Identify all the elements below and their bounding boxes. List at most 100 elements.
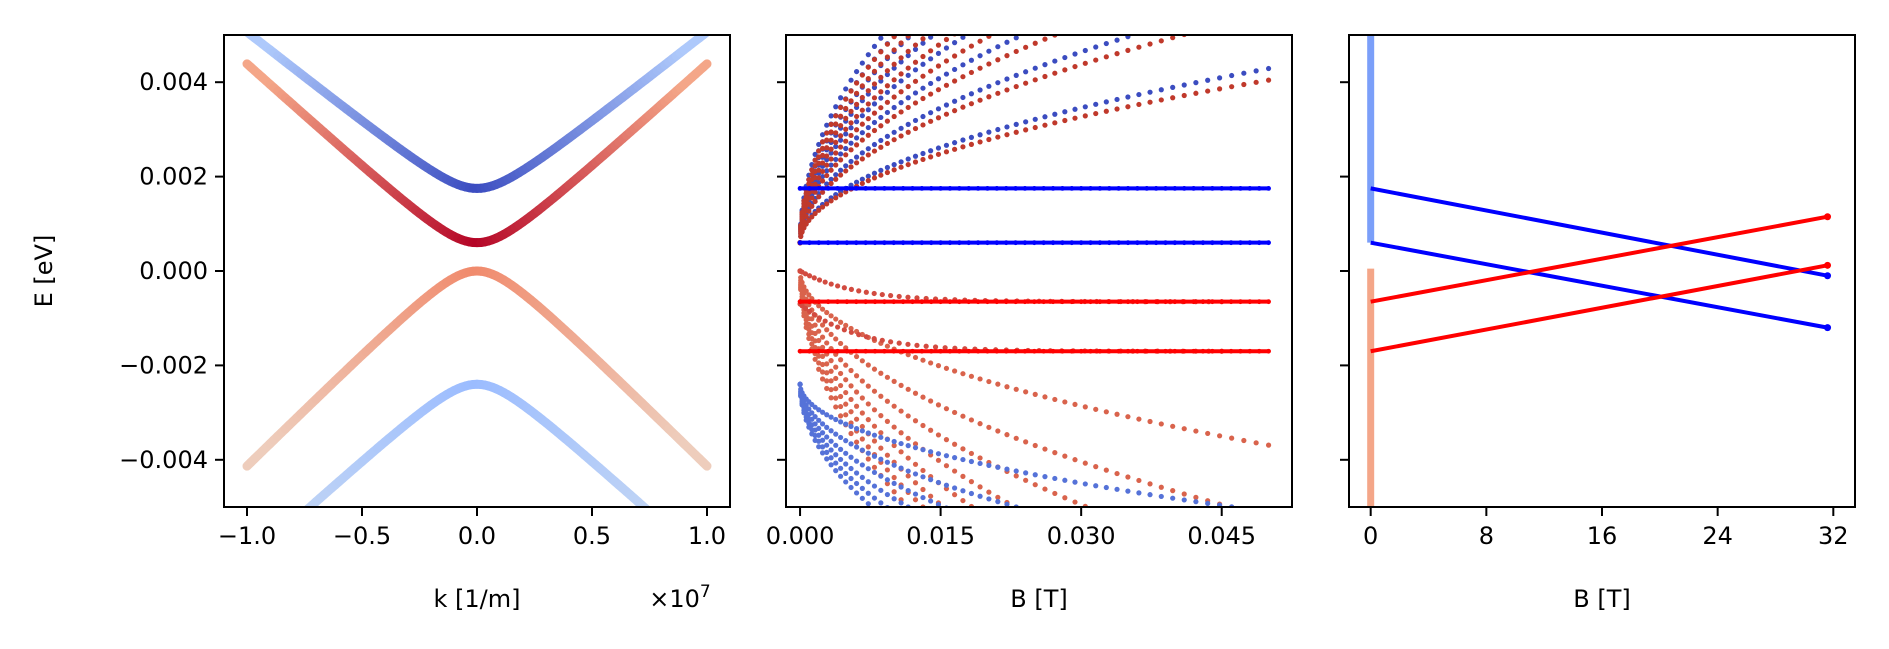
landau-fan-point (1136, 101, 1142, 108)
landau-fan-point (853, 426, 860, 432)
flat-level-point (994, 299, 1000, 305)
landau-fan-point (977, 376, 983, 382)
landau-fan-point (1062, 453, 1068, 459)
landau-fan-point (884, 54, 891, 60)
landau-fan-point (865, 450, 871, 456)
landau-fan-point (1072, 479, 1078, 485)
landau-fan-point (920, 73, 926, 79)
landau-fan-point (1114, 411, 1120, 417)
y-tick-label: 0.002 (139, 163, 208, 191)
landau-fan-point (1103, 467, 1109, 473)
landau-fan-point (898, 500, 904, 506)
landau-fan-point (905, 156, 911, 162)
landau-fan-point (843, 377, 849, 383)
landau-fan-point (920, 394, 926, 400)
landau-fan-point (871, 388, 878, 394)
flat-level-point (975, 348, 981, 354)
landau-fan-point (905, 455, 911, 461)
landau-fan-point (943, 58, 950, 64)
landau-fan-point (1062, 117, 1068, 124)
high-field-level-endpoint (1824, 324, 1832, 332)
x-tick-label: 0 (1363, 522, 1378, 550)
landau-fan-point (1181, 92, 1187, 99)
landau-fan-point (952, 441, 958, 447)
landau-fan-point (891, 442, 897, 449)
flat-level-point (1060, 299, 1065, 305)
x-tick-label: 1.0 (688, 522, 726, 550)
flat-level-point (1050, 186, 1056, 191)
landau-fan-point (1158, 97, 1164, 103)
landau-fan-point (871, 495, 878, 501)
landau-fan-point (977, 460, 983, 467)
landau-fan-point (824, 442, 830, 448)
landau-fan-point (824, 130, 830, 136)
x-tick-label: 0.0 (458, 522, 496, 550)
landau-fan-point (848, 140, 854, 146)
landau-fan-point (928, 154, 934, 160)
flat-level-point (1134, 348, 1140, 354)
landau-fan-point (977, 455, 983, 461)
landau-fan-point (828, 395, 834, 401)
landau-fan-point (960, 473, 966, 479)
flat-level-point (1078, 240, 1084, 246)
landau-fan-point (1052, 58, 1058, 64)
dispersion-band-segment (278, 532, 282, 535)
flat-level-point (891, 186, 897, 191)
landau-fan-point (1042, 474, 1048, 480)
landau-fan-point (1013, 386, 1019, 392)
landau-fan-point (935, 145, 942, 151)
landau-fan-point (884, 343, 891, 349)
landau-fan-point (1062, 477, 1068, 483)
flat-level-point (900, 299, 906, 305)
landau-fan-point (843, 421, 849, 427)
landau-fan-point (952, 368, 958, 374)
landau-fan-point (898, 71, 904, 77)
landau-fan-point (871, 68, 878, 74)
landau-fan-point (952, 53, 958, 59)
landau-fan-point (859, 428, 865, 434)
flat-level-point (910, 240, 915, 246)
landau-fan-point (905, 65, 911, 71)
landau-fan-point (859, 60, 865, 66)
flat-level-point (1247, 186, 1253, 191)
landau-fan-point (943, 406, 950, 412)
landau-fan-point (828, 180, 834, 187)
landau-fan-point (928, 91, 934, 97)
dispersion-band-segment (699, 556, 703, 559)
flat-level-point (1200, 299, 1206, 305)
landau-fan-point (905, 352, 911, 358)
landau-fan-point (848, 430, 854, 437)
landau-fan-point (843, 470, 849, 477)
landau-fan-point (859, 410, 865, 416)
dispersion-band-segment (653, 515, 657, 518)
flat-level-point (1078, 348, 1084, 354)
landau-fan-point (912, 78, 919, 84)
landau-fan-point (878, 172, 884, 178)
landau-fan-point (1004, 87, 1010, 93)
landau-fan-point (809, 431, 815, 437)
landau-fan-point (816, 148, 822, 154)
flat-level-point (1069, 186, 1075, 191)
landau-fan-point (1193, 499, 1199, 505)
landau-fan-point (843, 450, 849, 456)
decaying-branch-point (914, 342, 920, 348)
landau-fan-point (848, 383, 854, 389)
landau-fan-point (871, 483, 878, 489)
landau-fan-point (1241, 437, 1247, 444)
landau-fan-point (843, 362, 849, 368)
landau-fan-point (1170, 95, 1176, 101)
flat-level-point (1238, 240, 1243, 246)
landau-fan-point (1042, 446, 1048, 452)
landau-fan-point (828, 176, 834, 182)
landau-fan-point (977, 65, 983, 71)
landau-fan-point (824, 370, 830, 376)
landau-fan-point (1004, 501, 1010, 507)
landau-fan-point (891, 83, 897, 90)
landau-fan-point (853, 416, 860, 422)
landau-fan-point (833, 336, 839, 342)
landau-fan-point (1125, 94, 1131, 100)
decaying-branch-point (879, 291, 885, 298)
landau-fan-point (812, 404, 818, 410)
landau-fan-point (986, 378, 992, 385)
landau-fan-point (833, 416, 839, 423)
